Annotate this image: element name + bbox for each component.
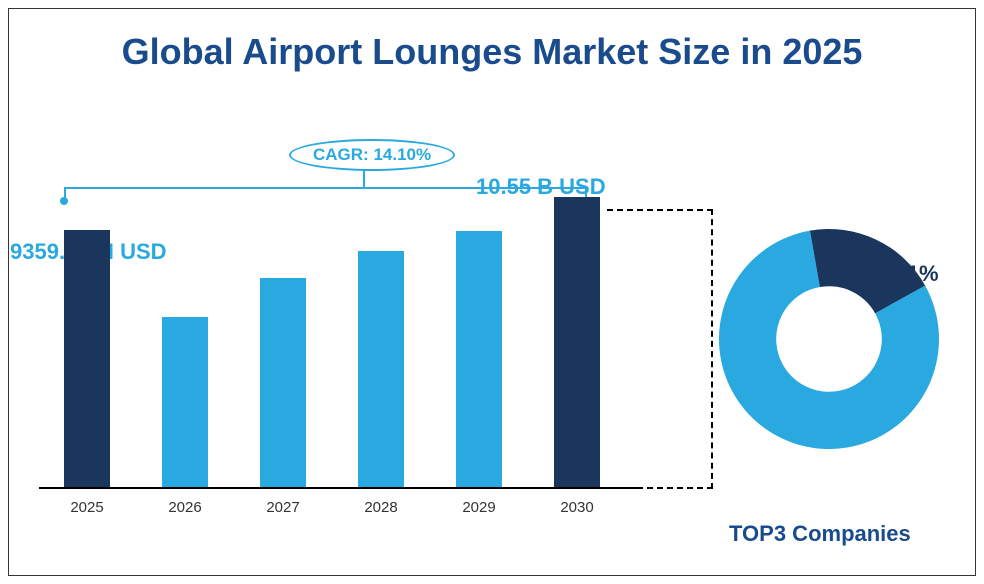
bar [260, 278, 306, 487]
bar-chart: 2025 2026 2027 2028 2029 2030 [39, 199, 639, 519]
chart-title: Global Airport Lounges Market Size in 20… [9, 31, 975, 73]
bar [554, 197, 600, 487]
donut-slice-label: 19.71% [864, 261, 939, 287]
plot-area [39, 199, 639, 489]
bar [456, 231, 502, 487]
x-tick-label: 2027 [260, 499, 306, 516]
x-tick-label: 2030 [554, 499, 600, 516]
x-tick-label: 2029 [456, 499, 502, 516]
donut-caption: TOP3 Companies [729, 521, 911, 547]
donut-chart [709, 219, 949, 459]
bar [358, 251, 404, 487]
cagr-badge: CAGR: 14.10% [289, 139, 455, 171]
x-tick-label: 2025 [64, 499, 110, 516]
connector-dashed [607, 209, 713, 489]
chart-frame: Global Airport Lounges Market Size in 20… [8, 8, 976, 576]
cagr-label: CAGR: 14.10% [289, 139, 455, 171]
x-tick-label: 2026 [162, 499, 208, 516]
bar [162, 317, 208, 487]
bar [64, 230, 110, 487]
x-tick-label: 2028 [358, 499, 404, 516]
